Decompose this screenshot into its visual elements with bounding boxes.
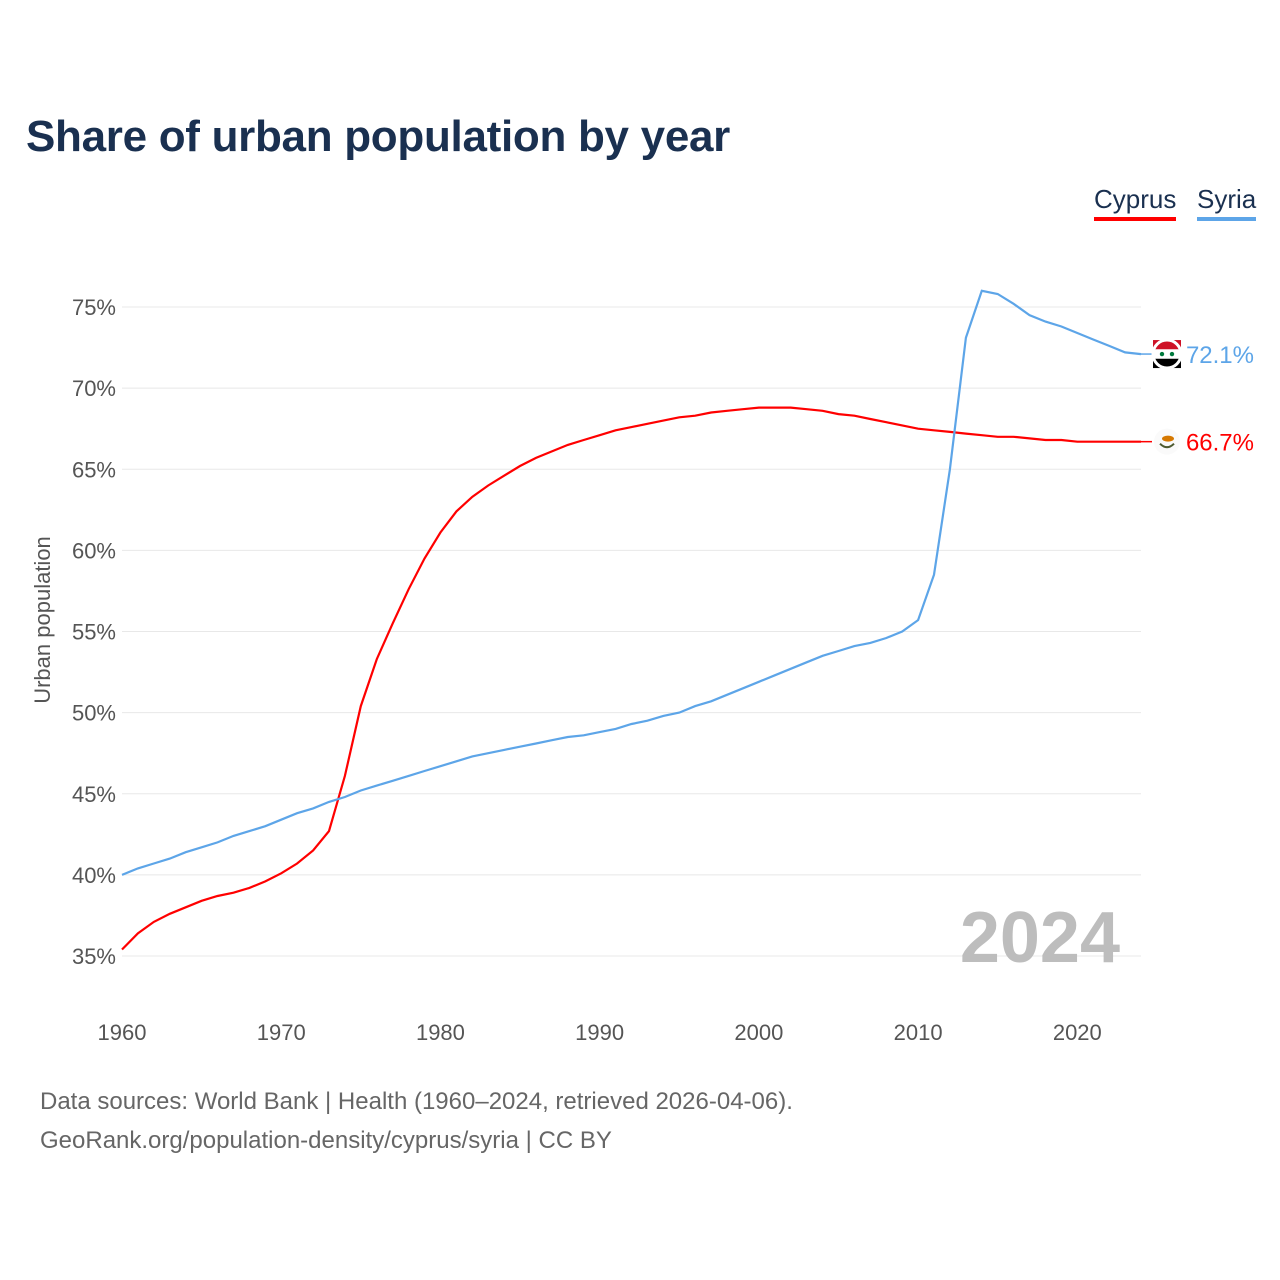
y-tick-label: 35% — [72, 944, 116, 969]
x-tick-label: 2020 — [1053, 1020, 1102, 1045]
cyprus-flag-branches — [1159, 442, 1175, 449]
syria-flag-mask — [1151, 338, 1183, 370]
y-tick-label: 65% — [72, 457, 116, 482]
cyprus-flag-island — [1162, 435, 1174, 442]
syria-flag-black — [1153, 358, 1181, 369]
footer-credit: GeoRank.org/population-density/cyprus/sy… — [40, 1127, 612, 1154]
syria-flag-white — [1153, 349, 1181, 359]
chart-title: Share of urban population by year — [26, 112, 730, 161]
y-tick-label: 50% — [72, 701, 116, 726]
x-tick-label: 1970 — [257, 1020, 306, 1045]
end-value-label: 66.7% — [1186, 430, 1254, 457]
x-tick-label: 1990 — [575, 1020, 624, 1045]
y-tick-label: 70% — [72, 376, 116, 401]
year-watermark: 2024 — [960, 898, 1120, 978]
y-axis-label: Urban population — [30, 536, 55, 704]
footer-sources: Data sources: World Bank | Health (1960–… — [40, 1088, 793, 1115]
legend-syria[interactable]: Syria — [1197, 184, 1257, 221]
series-line-syria — [121, 289, 1142, 876]
syria-flag-red — [1153, 340, 1181, 350]
end-value-label: 72.1% — [1186, 342, 1254, 369]
y-tick-label: 75% — [72, 295, 116, 320]
legend-cyprus[interactable]: Cyprus — [1094, 184, 1177, 221]
x-tick-label: 2010 — [894, 1020, 943, 1045]
y-tick-label: 60% — [72, 538, 116, 563]
syria-flag-star — [1169, 351, 1175, 357]
cyprus-flag — [1154, 428, 1180, 455]
syria-flag-star — [1159, 351, 1165, 357]
y-tick-label: 45% — [72, 782, 116, 807]
x-tick-label: 1980 — [416, 1020, 465, 1045]
series-line-cyprus — [121, 406, 1141, 951]
y-tick-label: 40% — [72, 863, 116, 888]
x-tick-label: 2000 — [734, 1020, 783, 1045]
y-tick-label: 55% — [72, 620, 116, 645]
x-tick-label: 1960 — [98, 1020, 147, 1045]
